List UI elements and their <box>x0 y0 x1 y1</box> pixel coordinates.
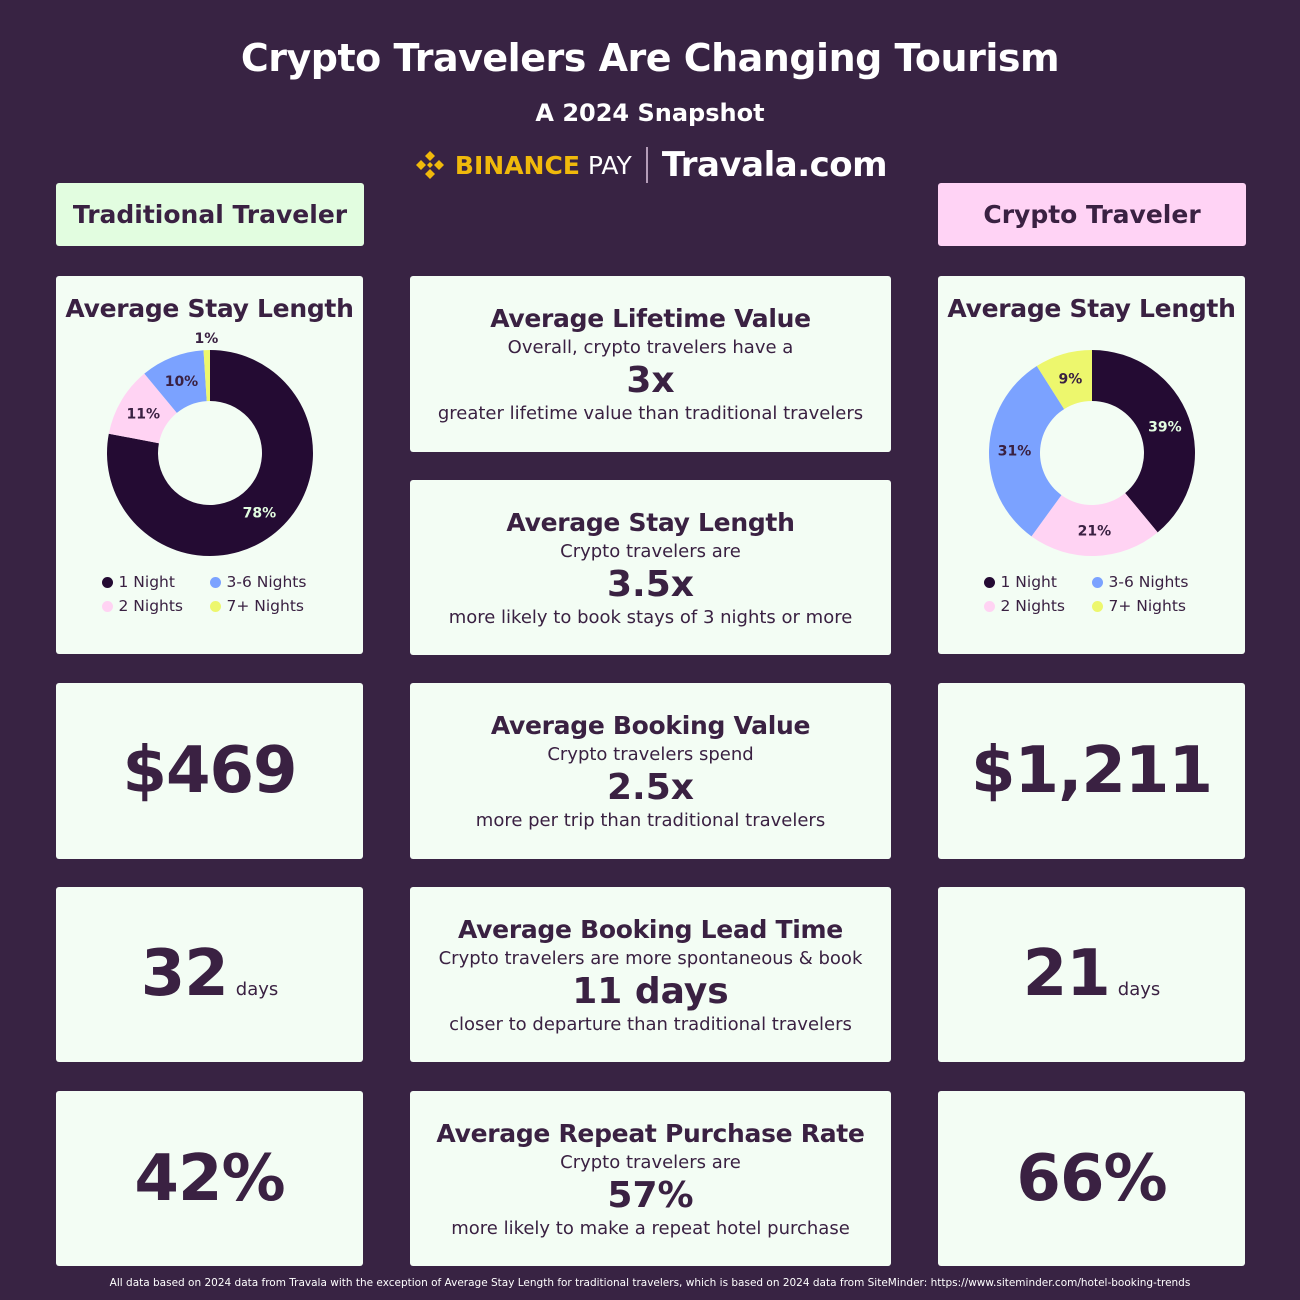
binance-text: BINANCE <box>454 150 580 180</box>
card-title: Average Booking Value <box>490 711 811 740</box>
legend-swatch <box>101 601 113 612</box>
card-intro: Overall, crypto travelers have a <box>507 337 794 358</box>
legend-label: 7+ Nights <box>226 597 305 615</box>
card-highlight: 57% <box>607 1174 694 1216</box>
card-intro: Crypto travelers are more spontaneous & … <box>438 947 863 969</box>
legend-item: 2 Nights <box>101 597 210 615</box>
slice-label: 21% <box>1077 523 1111 539</box>
pay-text: PAY <box>587 150 632 180</box>
legend-swatch <box>209 577 221 588</box>
legend-item: 3-6 Nights <box>1091 573 1200 591</box>
card-intro: Crypto travelers are <box>560 540 741 562</box>
legend-label: 1 Night <box>118 573 175 591</box>
traditional-repeat-rate: 42% <box>56 1091 363 1266</box>
card-detail: more likely to book stays of 3 nights or… <box>448 606 853 628</box>
stat-value: $469 <box>122 734 297 808</box>
donut-slice-3-6-nights <box>143 350 207 413</box>
card-detail: closer to departure than traditional tra… <box>449 1013 852 1035</box>
card-detail: more per trip than traditional travelers <box>475 810 826 831</box>
travala-logo: Travala.com <box>661 145 888 185</box>
card-detail: greater lifetime value than traditional … <box>437 403 864 424</box>
logos: BINANCE PAY Travala.com <box>0 145 1300 185</box>
legend-label: 1 Night <box>1000 573 1057 591</box>
legend-item: 2 Nights <box>983 597 1092 615</box>
stat-unit: days <box>235 979 279 1000</box>
donut-slice-2-nights <box>1030 493 1158 556</box>
legend-label: 2 Nights <box>118 597 184 615</box>
legend-label: 3-6 Nights <box>1108 573 1189 591</box>
legend-swatch <box>1091 577 1103 588</box>
stat-value: $1,211 <box>971 734 1213 808</box>
card-title: Average Repeat Purchase Rate <box>436 1118 865 1148</box>
crypto-stay-card: Average Stay Length 39% 21% 31% 9% 1 Night 3… <box>938 276 1245 654</box>
card-title: Average Stay Length <box>506 507 795 537</box>
chart-legend: 1 Night 3-6 Nights 2 Nights 7+ Nights <box>983 573 1200 615</box>
comparison-card: Average Booking Lead Time Crypto travele… <box>410 887 891 1062</box>
comparison-card: Average Booking Value Crypto travelers s… <box>410 683 891 859</box>
card-title: Average Stay Length <box>947 294 1236 323</box>
traditional-stay-card: Average Stay Length 78% 11% 10% 1% 1 Night 3… <box>56 276 363 654</box>
legend-item: 1 Night <box>101 573 210 591</box>
logo-divider <box>645 147 648 183</box>
legend-swatch <box>983 601 995 612</box>
traditional-lead-time: 32 days <box>56 887 363 1062</box>
legend-swatch <box>983 577 995 588</box>
slice-label: 1% <box>194 331 218 347</box>
legend-label: 3-6 Nights <box>226 573 307 591</box>
legend-swatch <box>209 601 221 612</box>
donut-slice-3-6-nights <box>988 366 1064 537</box>
legend-item: 7+ Nights <box>209 597 318 615</box>
slice-label: 10% <box>164 374 198 390</box>
card-title: Average Booking Lead Time <box>458 914 843 944</box>
card-title: Average Stay Length <box>65 294 354 323</box>
binance-diamond-icon <box>415 151 444 179</box>
comparison-card: Average Repeat Purchase Rate Crypto trav… <box>410 1091 891 1266</box>
page-subtitle: A 2024 Snapshot <box>535 99 765 127</box>
traditional-header: Traditional Traveler <box>56 183 364 246</box>
card-highlight: 3.5x <box>607 563 694 605</box>
donut-slice-1-night <box>106 350 313 556</box>
legend-item: 3-6 Nights <box>209 573 318 591</box>
footer-note: All data based on 2024 data from Travala… <box>109 1277 1191 1289</box>
legend-swatch <box>1091 601 1103 612</box>
crypto-lead-time: 21 days <box>938 887 1245 1062</box>
comparison-card: Average Lifetime Value Overall, crypto t… <box>410 276 891 452</box>
stat-value: 21 <box>1022 937 1111 1011</box>
crypto-repeat-rate: 66% <box>938 1091 1245 1266</box>
legend-label: 2 Nights <box>1000 597 1066 615</box>
comparison-card: Average Stay Length Crypto travelers are… <box>410 480 891 655</box>
slice-label: 9% <box>1058 372 1082 388</box>
stat-value: 32 <box>140 937 229 1011</box>
card-intro: Crypto travelers are <box>560 1151 741 1173</box>
card-intro: Crypto travelers spend <box>547 744 754 765</box>
card-highlight: 11 days <box>572 970 729 1012</box>
chart-legend: 1 Night 3-6 Nights 2 Nights 7+ Nights <box>101 573 318 615</box>
card-title: Average Lifetime Value <box>490 304 811 333</box>
crypto-booking-value: $1,211 <box>938 683 1245 859</box>
card-highlight: 2.5x <box>607 767 694 808</box>
slice-label: 78% <box>242 506 276 522</box>
slice-label: 11% <box>126 407 160 423</box>
legend-item: 7+ Nights <box>1091 597 1200 615</box>
legend-label: 7+ Nights <box>1108 597 1187 615</box>
traditional-donut-chart: 78% 11% 10% 1% <box>106 331 313 556</box>
donut-slice-7-nights <box>1036 350 1092 410</box>
slice-label: 31% <box>997 444 1031 460</box>
crypto-header: Crypto Traveler <box>938 183 1246 246</box>
slice-label: 39% <box>1148 420 1182 436</box>
crypto-donut-chart: 39% 21% 31% 9% <box>988 350 1195 556</box>
donut-slice-1-night <box>1091 350 1195 533</box>
donut-slice-2-nights <box>108 373 177 444</box>
card-highlight: 3x <box>626 360 675 401</box>
legend-swatch <box>101 577 113 588</box>
donut-slice-7-nights <box>203 350 210 402</box>
binance-pay-logo: BINANCE PAY <box>413 148 632 182</box>
stat-value: 66% <box>1016 1141 1167 1216</box>
card-detail: more likely to make a repeat hotel purch… <box>451 1217 850 1239</box>
legend-item: 1 Night <box>983 573 1092 591</box>
stat-value: 42% <box>134 1141 285 1216</box>
page-title: Crypto Travelers Are Changing Tourism <box>240 36 1060 80</box>
traditional-booking-value: $469 <box>56 683 363 859</box>
stat-unit: days <box>1117 979 1161 1000</box>
